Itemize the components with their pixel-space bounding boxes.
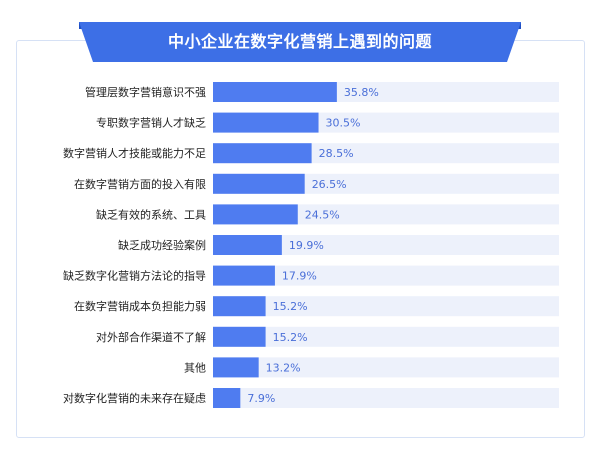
value-label: 28.5% bbox=[319, 147, 354, 160]
value-label: 7.9% bbox=[247, 392, 275, 405]
category-label: 缺乏成功经验案例 bbox=[118, 238, 206, 252]
title-banner-shape bbox=[79, 22, 521, 62]
value-label: 30.5% bbox=[326, 117, 361, 130]
category-label: 在数字营销成本负担能力弱 bbox=[74, 299, 206, 313]
value-label: 15.2% bbox=[273, 300, 308, 313]
bar bbox=[213, 235, 282, 255]
category-label: 缺乏数字化营销方法论的指导 bbox=[63, 269, 206, 283]
bar-track bbox=[213, 388, 559, 408]
category-label: 对外部合作渠道不了解 bbox=[96, 330, 206, 344]
value-label: 35.8% bbox=[344, 86, 379, 99]
value-label: 13.2% bbox=[266, 361, 301, 374]
value-label: 24.5% bbox=[305, 208, 340, 221]
value-label: 26.5% bbox=[312, 178, 347, 191]
value-label: 19.9% bbox=[289, 239, 324, 252]
bar-track bbox=[213, 235, 559, 255]
chart-title: 中小企业在数字化营销上遇到的问题 bbox=[167, 32, 432, 51]
bar bbox=[213, 357, 259, 378]
bar-track bbox=[213, 204, 559, 225]
bar bbox=[213, 173, 305, 194]
category-label: 对数字化营销的未来存在疑虑 bbox=[63, 391, 206, 405]
category-label: 管理层数字营销意识不强 bbox=[85, 85, 206, 99]
bar bbox=[213, 143, 312, 164]
bar bbox=[213, 326, 266, 347]
bar-track bbox=[213, 326, 559, 347]
bar-track bbox=[213, 296, 559, 317]
category-label: 专职数字营销人才缺乏 bbox=[96, 116, 206, 130]
bar-track bbox=[213, 357, 559, 378]
value-label: 15.2% bbox=[273, 331, 308, 344]
bar bbox=[213, 388, 241, 408]
category-label: 在数字营销方面的投入有限 bbox=[74, 177, 206, 191]
title-banner: 中小企业在数字化营销上遇到的问题 bbox=[79, 22, 521, 62]
value-label: 17.9% bbox=[282, 270, 317, 283]
bar-track bbox=[213, 265, 559, 286]
bar bbox=[213, 112, 319, 133]
bar bbox=[213, 265, 275, 286]
bar bbox=[213, 296, 266, 317]
category-label: 其他 bbox=[184, 361, 206, 374]
bar bbox=[213, 82, 337, 102]
category-label: 缺乏有效的系统、工具 bbox=[96, 207, 206, 221]
category-label: 数字营销人才技能或能力不足 bbox=[63, 146, 206, 160]
bar bbox=[213, 204, 298, 225]
